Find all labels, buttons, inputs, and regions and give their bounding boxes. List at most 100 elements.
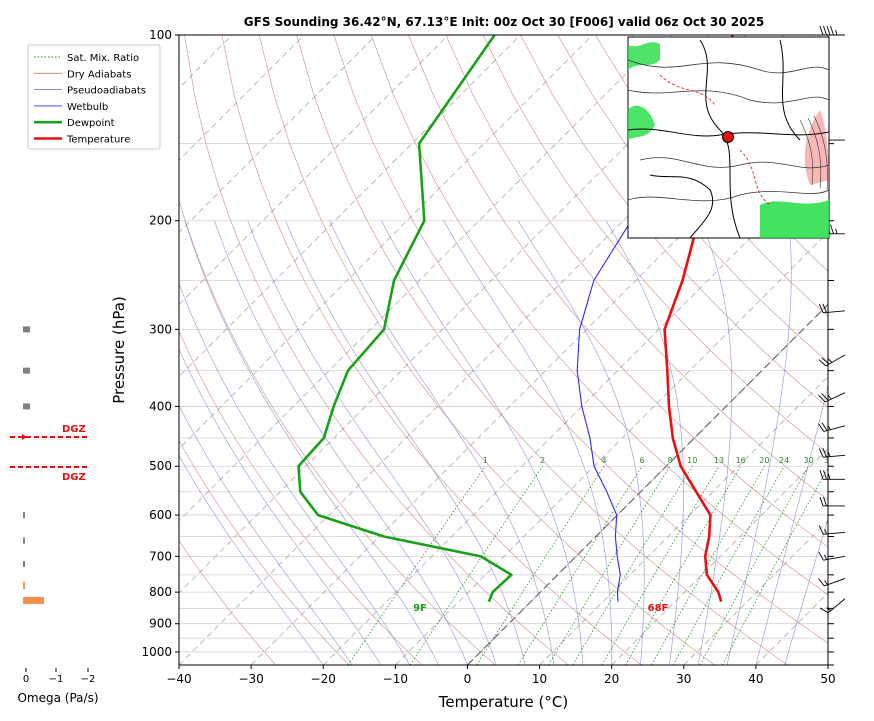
wind-barb-staff xyxy=(823,531,846,535)
wind-barb-staff xyxy=(823,310,846,314)
y-tick-label: 300 xyxy=(149,322,172,336)
wind-barb-flag xyxy=(819,470,824,480)
y-tick-label: 700 xyxy=(149,549,172,563)
omega-panel: DGZ DGZ 0 −1 −2 Omega (Pa/s) xyxy=(10,326,99,705)
y-tick-label: 600 xyxy=(149,508,172,522)
legend-label: Wetbulb xyxy=(67,102,108,113)
wind-barb-halfflag xyxy=(827,451,831,457)
axes: −40 −30 −20 −10 0 10 20 30 40 50 100 200 300 400 500 60… xyxy=(110,28,836,711)
wind-barb-flag xyxy=(822,448,827,458)
mixing-ratio-line xyxy=(601,465,720,665)
wind-barb-halfflag xyxy=(826,607,832,612)
wind-barb-halfflag xyxy=(835,29,838,36)
y-tick-label: 1000 xyxy=(141,645,172,659)
isotherm xyxy=(179,35,593,450)
isotherm xyxy=(322,159,828,665)
omega-bar xyxy=(23,560,25,567)
wind-barb-flag xyxy=(823,470,827,480)
map-border xyxy=(649,174,713,238)
omega-bar xyxy=(23,326,30,333)
map-border xyxy=(699,39,741,238)
omega-bar xyxy=(23,403,30,410)
x-tick-label: −10 xyxy=(383,672,408,686)
dry-adiabat xyxy=(520,35,828,408)
dry-adiabat xyxy=(221,35,642,665)
mixing-ratio-label: 30 xyxy=(804,456,814,465)
omega-tick-0: 0 xyxy=(23,674,29,685)
mixing-ratio-label: 16 xyxy=(736,456,746,465)
isotherm xyxy=(179,35,377,233)
wind-barb-flag xyxy=(818,359,827,367)
mixing-ratio-line xyxy=(722,467,828,665)
wind-barb-staff xyxy=(827,598,846,614)
wind-barb-staff xyxy=(824,577,846,587)
legend-label: Sat. Mix. Ratio xyxy=(67,53,139,64)
wind-barb-flag xyxy=(818,448,824,458)
wind-barb-staff xyxy=(823,425,846,432)
profile-lines xyxy=(297,35,734,603)
pseudo-adiabat xyxy=(285,220,526,665)
wind-barb-flag xyxy=(818,551,824,561)
x-tick-label: 40 xyxy=(748,672,763,686)
wind-barb-flag xyxy=(830,224,834,234)
omega-bar xyxy=(23,537,25,544)
dry-adiabat xyxy=(482,35,828,454)
map-precip-area xyxy=(628,105,655,140)
pseudo-adiabat xyxy=(605,220,684,665)
pseudo-adiabat xyxy=(443,220,613,665)
wind-barb-flag xyxy=(821,357,830,365)
dry-adiabat xyxy=(333,35,828,644)
dry-adiabat xyxy=(184,35,569,665)
wind-barb-staff xyxy=(825,354,846,367)
isotherm xyxy=(179,35,305,161)
y-tick-label: 500 xyxy=(149,459,172,473)
mixing-ratio-label: 24 xyxy=(779,456,789,465)
pseudo-adiabat xyxy=(381,220,584,665)
chart-title: GFS Sounding 36.42°N, 67.13°E Init: 00z … xyxy=(244,15,764,29)
dry-adiabat xyxy=(179,539,276,665)
y-tick-label: 900 xyxy=(149,617,172,631)
omega-tick-2: −2 xyxy=(81,674,96,685)
surface-labels: 68F 9F xyxy=(413,603,668,614)
wind-barb-staff xyxy=(824,392,846,403)
wind-barb-halfflag xyxy=(835,228,838,234)
mixing-ratio-line xyxy=(548,465,671,665)
map-contour xyxy=(628,89,829,104)
mixing-ratio-label: 6 xyxy=(640,456,645,465)
wind-barb-halfflag xyxy=(824,554,828,560)
dewpoint-line xyxy=(297,35,513,603)
mixing-ratio-line xyxy=(672,466,785,665)
x-tick-label: 20 xyxy=(604,672,619,686)
mixing-ratio-label: 1 xyxy=(483,456,488,465)
y-tick-label: 200 xyxy=(149,214,172,228)
mixing-ratio-label: 20 xyxy=(759,456,769,465)
dry-adiabat xyxy=(370,35,828,596)
wind-barb-halfflag xyxy=(828,474,831,480)
isotherm xyxy=(179,35,521,378)
mixing-ratio-label: 8 xyxy=(667,456,672,465)
wind-barb-halfflag xyxy=(824,528,827,535)
legend-label: Pseudoadiabats xyxy=(67,86,146,97)
wind-barb-flag xyxy=(823,496,827,507)
wind-barb-flag xyxy=(821,393,829,401)
map-contour xyxy=(628,189,829,202)
map-contour xyxy=(799,115,828,191)
pseudo-adiabat xyxy=(247,220,497,665)
wind-barb-flag xyxy=(819,496,824,507)
pseudo-adiabat xyxy=(179,348,382,665)
wind-barb-flag xyxy=(819,607,829,614)
pseudo-adiabat xyxy=(179,455,324,665)
mixing-ratio-line xyxy=(572,465,693,665)
wind-barb-halfflag xyxy=(824,580,828,585)
dgz-marker xyxy=(22,434,27,440)
legend-label: Temperature xyxy=(66,135,130,146)
y-tick-label: 100 xyxy=(149,28,172,42)
omega-bar xyxy=(23,512,25,519)
wind-barb-flag xyxy=(830,25,834,36)
omega-bar xyxy=(23,596,44,604)
omega-tick-1: −1 xyxy=(49,674,64,685)
map-thickness-line xyxy=(739,149,771,206)
mixing-ratio-label: 2 xyxy=(540,456,545,465)
plot-frame xyxy=(178,34,829,666)
